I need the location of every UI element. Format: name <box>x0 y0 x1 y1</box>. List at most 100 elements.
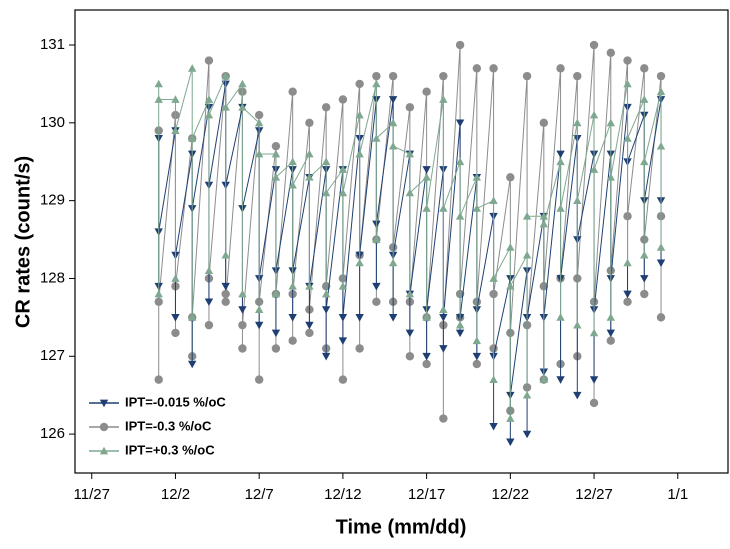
point <box>405 103 415 112</box>
point <box>573 118 582 127</box>
point <box>422 166 431 174</box>
point <box>606 329 615 338</box>
point <box>623 290 632 299</box>
point <box>355 344 364 353</box>
legend-label: IPT=+0.3 %/oC <box>125 442 215 457</box>
point <box>573 71 582 81</box>
point <box>522 250 532 259</box>
point <box>305 282 314 290</box>
point <box>623 258 632 267</box>
x-tick-label: 1/1 <box>667 486 688 503</box>
point <box>271 289 281 298</box>
point <box>188 313 197 321</box>
point <box>372 235 381 243</box>
point <box>221 71 230 80</box>
point <box>539 118 549 128</box>
point <box>472 204 482 212</box>
point <box>271 173 281 181</box>
legend-marker <box>99 446 109 455</box>
point <box>338 314 348 322</box>
point <box>238 320 247 330</box>
point <box>640 250 649 259</box>
y-tick-label: 128 <box>40 269 65 286</box>
y-axis-label: CR rates (count/s) <box>12 156 34 328</box>
point <box>539 212 549 220</box>
point <box>522 71 532 81</box>
point <box>539 375 549 383</box>
point <box>321 306 331 314</box>
point <box>439 71 448 81</box>
point <box>656 313 666 322</box>
point <box>238 103 247 111</box>
point <box>355 258 364 267</box>
point <box>388 96 398 104</box>
point <box>204 110 214 119</box>
point <box>640 275 649 283</box>
point <box>154 289 163 298</box>
point <box>422 313 431 321</box>
point <box>405 329 415 338</box>
point <box>388 71 398 81</box>
point <box>305 173 314 181</box>
point <box>489 375 498 383</box>
point <box>623 134 632 142</box>
point <box>355 79 364 89</box>
point <box>656 259 666 268</box>
point <box>472 173 482 181</box>
x-tick-label: 11/27 <box>74 486 110 503</box>
point <box>405 149 415 158</box>
point <box>422 352 431 361</box>
point <box>422 173 431 181</box>
point <box>321 352 331 361</box>
point <box>254 110 264 120</box>
point <box>455 212 465 220</box>
point <box>372 134 381 142</box>
point <box>188 64 197 72</box>
plot-frame <box>74 9 729 474</box>
point <box>305 321 314 330</box>
point <box>623 79 632 88</box>
point <box>271 329 281 338</box>
point <box>288 282 297 290</box>
point <box>372 79 381 88</box>
point <box>506 438 515 447</box>
point <box>221 250 230 259</box>
point <box>489 422 498 431</box>
point <box>288 180 297 189</box>
x-tick-label: 12/27 <box>575 486 613 503</box>
point <box>321 157 331 166</box>
point <box>489 196 498 205</box>
point <box>221 282 230 291</box>
legend-marker <box>99 399 109 408</box>
point <box>204 56 214 65</box>
point <box>589 165 599 173</box>
point <box>439 414 448 423</box>
point <box>338 375 348 384</box>
point <box>338 337 348 345</box>
point <box>355 110 364 119</box>
point <box>372 71 381 81</box>
point <box>573 391 582 400</box>
point <box>656 141 666 150</box>
point <box>305 118 314 128</box>
point <box>204 266 214 275</box>
legend-marker <box>99 422 109 432</box>
point <box>388 314 398 322</box>
point <box>640 289 649 299</box>
point <box>254 149 264 158</box>
point <box>171 314 180 322</box>
y-tick-label: 127 <box>40 347 65 364</box>
point <box>556 150 565 159</box>
point <box>154 95 163 103</box>
point <box>221 103 230 111</box>
point <box>254 305 264 313</box>
point <box>271 149 281 158</box>
point <box>188 134 197 142</box>
point <box>556 313 565 321</box>
point <box>422 204 431 212</box>
point <box>606 118 615 127</box>
point <box>238 306 247 314</box>
point <box>623 56 632 65</box>
point <box>472 64 482 73</box>
x-tick-label: 12/2 <box>161 486 190 503</box>
